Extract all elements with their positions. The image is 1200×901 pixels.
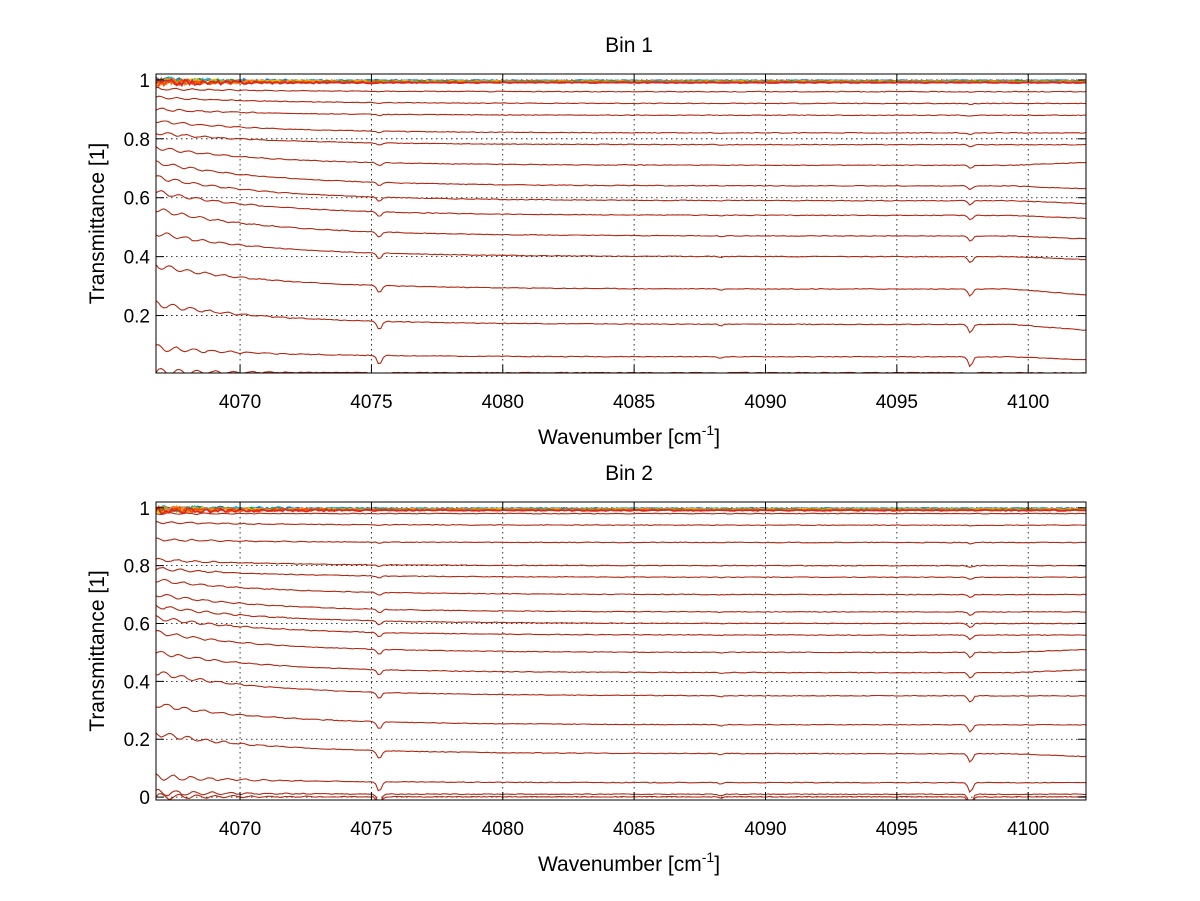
y-tick-label: 0.4 <box>124 248 151 269</box>
spectrum-line <box>156 732 1086 763</box>
x-tick-label: 4070 <box>219 392 261 413</box>
y-axis-label: Transmittance [1] <box>86 143 109 304</box>
axes-frame <box>155 73 1087 374</box>
x-tick-label: 4090 <box>744 392 786 413</box>
x-tick-label: 4080 <box>482 819 524 840</box>
axes-frame <box>155 501 1087 801</box>
spectrum-line <box>156 300 1086 334</box>
y-tick-label: 0.2 <box>124 730 150 751</box>
x-tick-label: 4075 <box>350 392 392 413</box>
spectrum-line <box>156 367 1086 373</box>
spectrum-line <box>156 604 1086 629</box>
spectrum-line <box>156 190 1086 221</box>
subplot-1: 4070 4075 4080 4085 4090 4095 4100 0.2 0.4 0.6 0.8… <box>86 34 1087 449</box>
spectrum-line <box>156 175 1086 206</box>
spectrum-line <box>156 630 1086 659</box>
y-tick-label: 0.8 <box>124 557 150 578</box>
spectrum-line <box>156 650 1086 679</box>
y-tick-label: 0 <box>139 788 150 809</box>
series-group <box>156 76 1086 373</box>
spectrum-line <box>156 132 1086 148</box>
y-tick-label: 0.8 <box>124 130 150 151</box>
spectrum-line <box>156 512 1086 515</box>
y-tick-label: 1 <box>139 71 150 92</box>
spectrum-line <box>156 615 1086 641</box>
spectrum-line <box>156 107 1086 117</box>
spectrum-line <box>156 264 1086 297</box>
chart-title: Bin 2 <box>605 462 653 485</box>
x-tick-label: 4090 <box>744 819 786 840</box>
x-tick-label: 4070 <box>219 819 261 840</box>
x-axis-label: Wavenumber [cm-1] <box>538 849 720 876</box>
spectrum-line <box>156 95 1086 106</box>
spectrum-line <box>156 567 1086 580</box>
spectrum-line <box>156 703 1086 733</box>
spectrum-line-saturated <box>156 77 1086 88</box>
series-group <box>156 504 1086 800</box>
y-tick-label: 0.4 <box>124 672 151 693</box>
x-tick-label: 4075 <box>350 819 392 840</box>
spectrum-line <box>156 86 1086 93</box>
spectrum-line <box>156 793 1086 800</box>
y-axis-label: Transmittance [1] <box>86 570 109 731</box>
x-tick-label: 4085 <box>613 819 655 840</box>
spectrum-line <box>156 520 1086 527</box>
spectrum-line <box>156 593 1086 617</box>
spectrum-line <box>156 208 1086 242</box>
y-tick-label: 0.6 <box>124 189 150 210</box>
chart-title: Bin 1 <box>605 34 653 57</box>
spectrum-line <box>156 578 1086 599</box>
spectrum-line <box>156 146 1086 169</box>
y-tick-label: 1 <box>139 499 150 520</box>
x-axis-label: Wavenumber [cm-1] <box>538 422 720 449</box>
subplot-2: 4070 4075 4080 4085 4090 4095 4100 0 0.2 0.4 0.6 0.… <box>86 462 1087 876</box>
spectrum-line <box>156 537 1086 545</box>
x-tick-label: 4100 <box>1007 392 1049 413</box>
spectrum-line <box>156 671 1086 703</box>
x-tick-label: 4080 <box>482 392 524 413</box>
spectrum-line <box>156 344 1086 368</box>
spectrum-line <box>156 788 1086 800</box>
x-tick-label: 4100 <box>1007 819 1049 840</box>
x-tick-label: 4095 <box>876 392 918 413</box>
x-tick-label: 4085 <box>613 392 655 413</box>
x-tick-label: 4095 <box>876 819 918 840</box>
spectrum-line <box>156 120 1086 136</box>
plot-area <box>156 74 1086 373</box>
spectrum-line <box>156 773 1086 793</box>
plot-area <box>156 502 1086 800</box>
spectrum-line <box>156 160 1086 191</box>
spectrum-line-saturated <box>156 507 1086 515</box>
y-tick-label: 0.6 <box>124 615 150 636</box>
spectrum-line <box>156 557 1086 568</box>
y-tick-label: 0.2 <box>124 307 150 328</box>
spectrum-line <box>156 232 1086 264</box>
